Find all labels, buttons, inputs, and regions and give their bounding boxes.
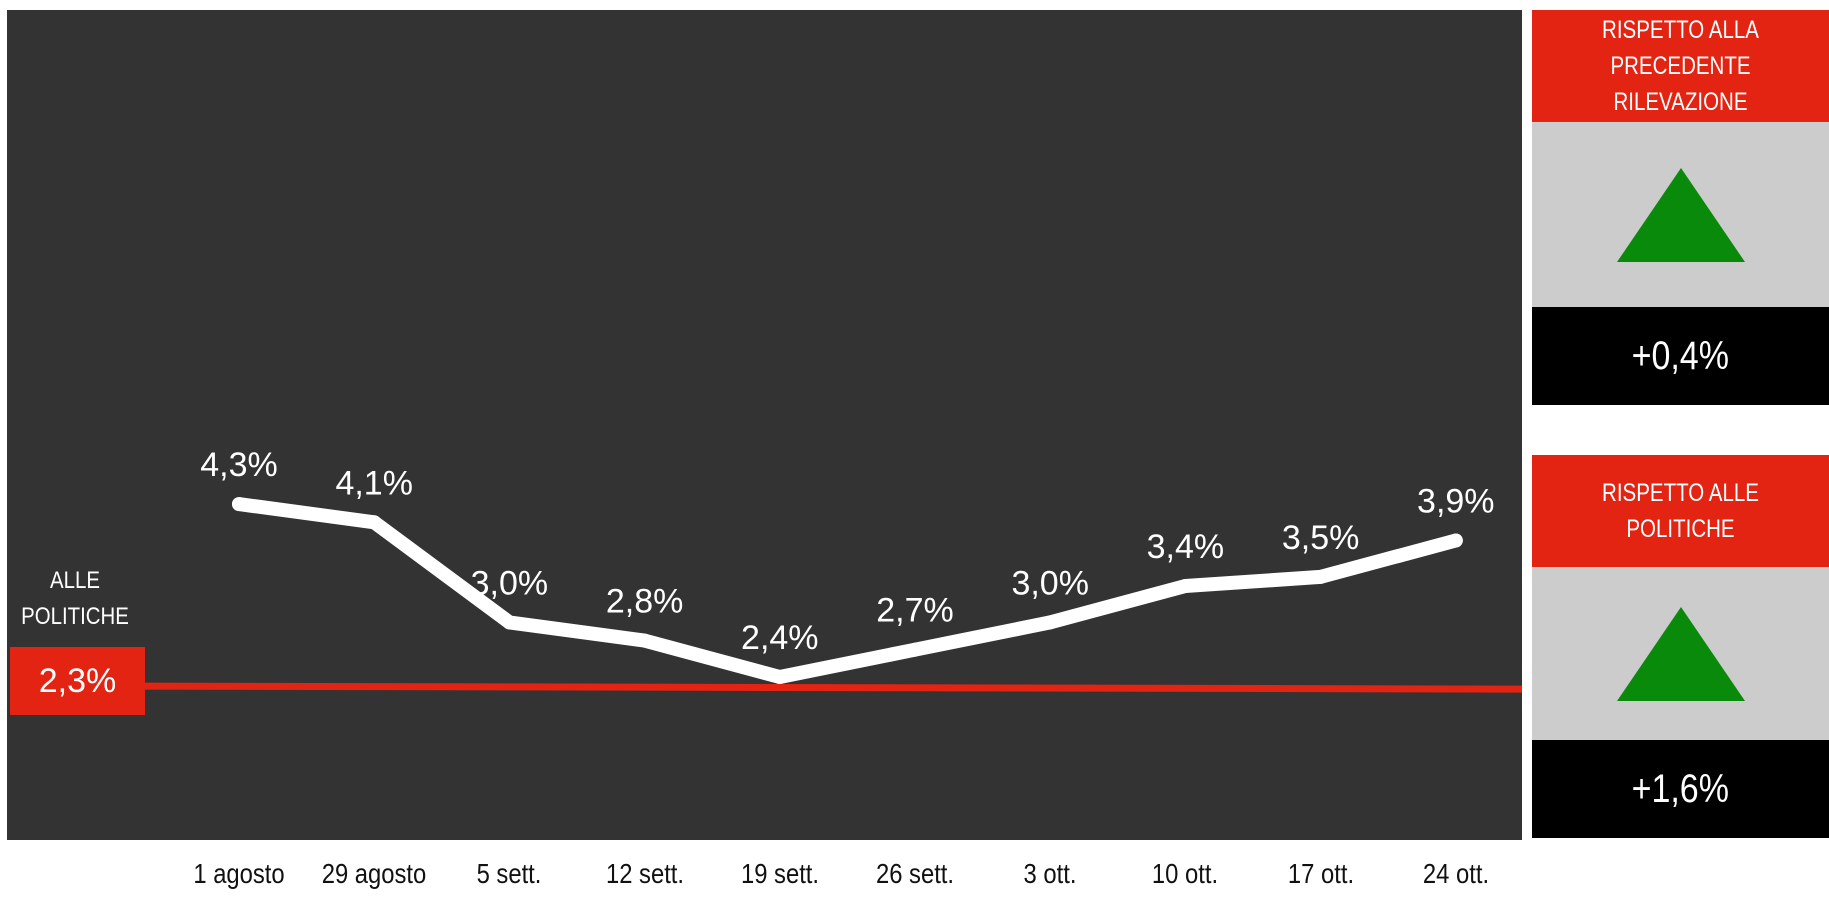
data-point <box>1043 615 1058 630</box>
data-point <box>502 615 517 630</box>
data-point <box>908 642 922 657</box>
data-label: 3,4% <box>1147 528 1225 566</box>
x-tick-label: 12 sett. <box>605 858 684 889</box>
data-point <box>1448 533 1463 548</box>
data-label: 4,1% <box>335 464 413 502</box>
data-label: 4,3% <box>200 446 278 484</box>
panel-value: +1,6% <box>1532 740 1829 838</box>
data-point <box>367 515 382 530</box>
data-label: 3,0% <box>471 564 549 602</box>
panel-heading: RISPETTO ALLA PRECEDENTE RILEVAZIONE <box>1532 10 1829 122</box>
panel-value-text: +0,4% <box>1631 333 1730 378</box>
panel-vs-elections: RISPETTO ALLE POLITICHE +1,6% <box>1532 455 1829 838</box>
x-tick-label: 29 agosto <box>321 858 427 889</box>
data-label: 2,8% <box>606 583 684 621</box>
data-label: 2,7% <box>876 592 954 630</box>
up-triangle-icon <box>1616 167 1745 262</box>
x-tick-label: 24 ott. <box>1422 858 1489 889</box>
up-triangle-icon <box>1616 606 1745 701</box>
x-tick-label: 5 sett. <box>476 858 542 889</box>
x-tick-label: 10 ott. <box>1152 858 1219 889</box>
panel-value: +0,4% <box>1532 307 1829 405</box>
reference-line <box>142 682 1522 693</box>
panel-heading: RISPETTO ALLE POLITICHE <box>1532 455 1829 567</box>
x-tick-label: 1 agosto <box>193 858 285 889</box>
data-label: 3,5% <box>1282 519 1360 557</box>
data-label: 3,9% <box>1417 483 1495 521</box>
panel-heading-text: RISPETTO ALLA PRECEDENTE RILEVAZIONE <box>1602 16 1759 116</box>
x-tick-label: 26 sett. <box>875 858 955 889</box>
data-point <box>772 670 787 684</box>
data-point <box>1313 569 1328 584</box>
chart-area: 4,3% 4,1% 3,0% 2,8% 2,4% 2,7% 3,0% 3,4% 3,5% 3,9% <box>7 10 1522 840</box>
panel-heading-text: RISPETTO ALLE POLITICHE <box>1602 479 1759 543</box>
data-label: 3,0% <box>1011 564 1089 602</box>
reference-label: ALLE POLITICHE <box>21 567 129 630</box>
series-line <box>232 497 1463 684</box>
data-point <box>1178 579 1193 593</box>
data-label: 2,4% <box>741 619 819 657</box>
line-chart: 4,3% 4,1% 3,0% 2,8% 2,4% 2,7% 3,0% 3,4% 3,5% 3,9% <box>142 446 1522 693</box>
panel-value-text: +1,6% <box>1631 766 1730 811</box>
x-tick-label: 19 sett. <box>740 858 819 889</box>
panel-previous-survey: RISPETTO ALLA PRECEDENTE RILEVAZIONE +0,… <box>1532 10 1829 405</box>
x-tick-label: 3 ott. <box>1023 858 1077 889</box>
data-point <box>637 633 652 648</box>
data-point <box>232 497 246 512</box>
reference-value-box: 2,3% <box>10 647 145 715</box>
panel-indicator <box>1532 122 1829 307</box>
panel-indicator <box>1532 567 1829 740</box>
x-tick-label: 17 ott. <box>1287 858 1354 889</box>
